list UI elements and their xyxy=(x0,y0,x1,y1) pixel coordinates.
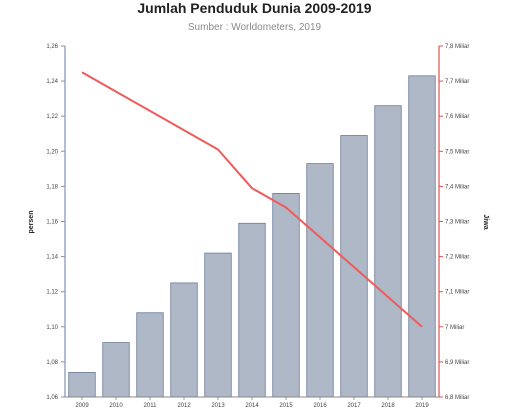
right-tick-label: 7,7 Miliar xyxy=(445,79,469,85)
right-tick-label: 7,2 Miliar xyxy=(445,255,469,261)
bar-2009 xyxy=(68,372,96,398)
left-tick-label: 1,08 xyxy=(46,360,58,366)
left-tick-label: 1,18 xyxy=(46,184,58,190)
left-tick-label: 1,12 xyxy=(46,290,58,296)
right-tick-label: 7 Miliar xyxy=(445,325,464,331)
x-tick-label-2018: 2018 xyxy=(381,403,395,409)
bar-2015 xyxy=(272,193,300,398)
left-tick-label: 1,10 xyxy=(46,325,58,331)
right-tick-label: 6,8 Miliar xyxy=(445,395,469,401)
left-tick-label: 1,22 xyxy=(46,114,58,120)
left-tick-label: 1,06 xyxy=(46,395,58,401)
bar-2018 xyxy=(374,105,402,398)
right-tick-label: 6,9 Miliar xyxy=(445,360,469,366)
right-tick-label: 7,5 Miliar xyxy=(445,149,469,155)
right-tick-label: 7,4 Miliar xyxy=(445,184,469,190)
x-tick-label-2012: 2012 xyxy=(177,403,191,409)
bar-2014 xyxy=(238,222,266,398)
x-tick-label-2017: 2017 xyxy=(347,403,361,409)
x-tick-label-2013: 2013 xyxy=(211,403,225,409)
chart-title: Jumlah Penduduk Dunia 2009-2019 xyxy=(137,0,372,16)
bar-2013 xyxy=(204,252,232,398)
right-tick-label: 7,8 Miliar xyxy=(445,44,469,50)
left-tick-label: 1,20 xyxy=(46,149,58,155)
bar-2019 xyxy=(408,75,436,398)
x-tick-label-2014: 2014 xyxy=(245,403,259,409)
left-axis-title: persen xyxy=(28,211,35,234)
right-tick-label: 7,1 Miliar xyxy=(445,290,469,296)
population-line xyxy=(81,71,423,328)
x-tick-label-2010: 2010 xyxy=(109,403,123,409)
x-tick-label-2015: 2015 xyxy=(279,403,293,409)
bar-2012 xyxy=(170,282,198,398)
x-tick-label-2011: 2011 xyxy=(144,403,158,409)
right-axis-title: Jiwa xyxy=(482,214,489,229)
left-tick-label: 1,26 xyxy=(46,44,58,50)
bar-2010 xyxy=(102,342,130,398)
right-tick-label: 7,3 Miliar xyxy=(445,220,469,226)
left-tick-label: 1,14 xyxy=(46,255,58,261)
x-tick-label-2016: 2016 xyxy=(313,403,327,409)
x-tick-label-2019: 2019 xyxy=(415,403,429,409)
right-tick-label: 7,6 Miliar xyxy=(445,114,469,120)
left-tick-label: 1,16 xyxy=(46,220,58,226)
left-tick-label: 1,24 xyxy=(46,79,58,85)
bar-2011 xyxy=(136,312,164,398)
chart-subtitle: Sumber : Worldometers, 2019 xyxy=(187,22,322,33)
x-tick-label-2009: 2009 xyxy=(75,403,89,409)
bar-2016 xyxy=(306,163,334,398)
